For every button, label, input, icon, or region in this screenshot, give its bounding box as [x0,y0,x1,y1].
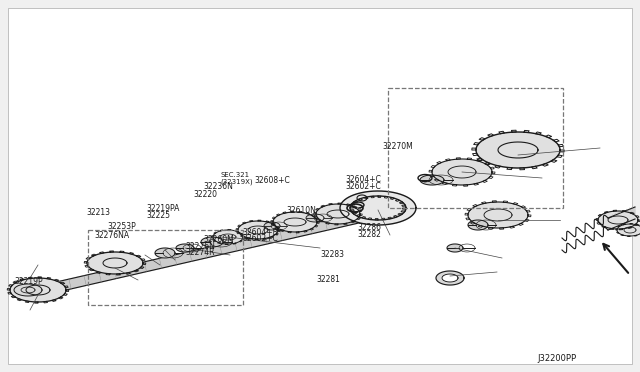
Text: 32281: 32281 [317,275,340,283]
Polygon shape [420,175,444,185]
Polygon shape [21,208,381,300]
Polygon shape [155,248,175,258]
Text: 32219PA: 32219PA [146,204,179,213]
Text: 32608+C: 32608+C [255,176,291,185]
Polygon shape [306,214,324,222]
Text: 32610N: 32610N [287,206,317,215]
Text: 32274R: 32274R [186,248,215,257]
Polygon shape [447,244,463,252]
Text: 32602+C: 32602+C [242,234,278,243]
Text: 32236N: 32236N [204,182,234,191]
Text: 32220: 32220 [193,190,218,199]
Bar [388,88,563,208]
Polygon shape [442,274,458,282]
Polygon shape [468,202,528,228]
Text: 32270M: 32270M [383,142,413,151]
Text: 32286: 32286 [357,223,381,232]
Polygon shape [476,132,560,168]
Text: 32260M: 32260M [204,235,234,244]
Polygon shape [598,211,638,229]
Text: 32283: 32283 [320,250,344,259]
Text: SEC.321
(32319X): SEC.321 (32319X) [221,172,253,185]
Text: J32200PP: J32200PP [538,354,577,363]
Polygon shape [87,252,143,274]
Polygon shape [176,244,194,252]
Polygon shape [10,278,66,302]
Polygon shape [617,224,640,236]
Polygon shape [201,237,223,247]
Text: 32602+C: 32602+C [346,182,381,190]
Text: 32276N: 32276N [186,242,216,251]
Text: 32276NA: 32276NA [95,231,130,240]
Text: 32213: 32213 [86,208,111,217]
Polygon shape [340,191,416,225]
Polygon shape [432,159,492,185]
Polygon shape [273,212,317,232]
Text: 32253P: 32253P [108,222,136,231]
Text: 32604+C: 32604+C [346,175,381,184]
Text: 32225: 32225 [146,211,170,220]
Polygon shape [468,220,488,230]
Polygon shape [213,230,243,244]
Polygon shape [436,271,464,285]
Text: 32604+B: 32604+B [242,228,278,237]
Text: 32282: 32282 [357,230,381,239]
Bar [88,230,243,305]
Polygon shape [264,222,280,230]
Polygon shape [14,284,42,296]
Text: 32219P: 32219P [14,277,43,286]
Polygon shape [238,221,278,239]
Polygon shape [316,204,360,224]
Polygon shape [608,207,635,230]
